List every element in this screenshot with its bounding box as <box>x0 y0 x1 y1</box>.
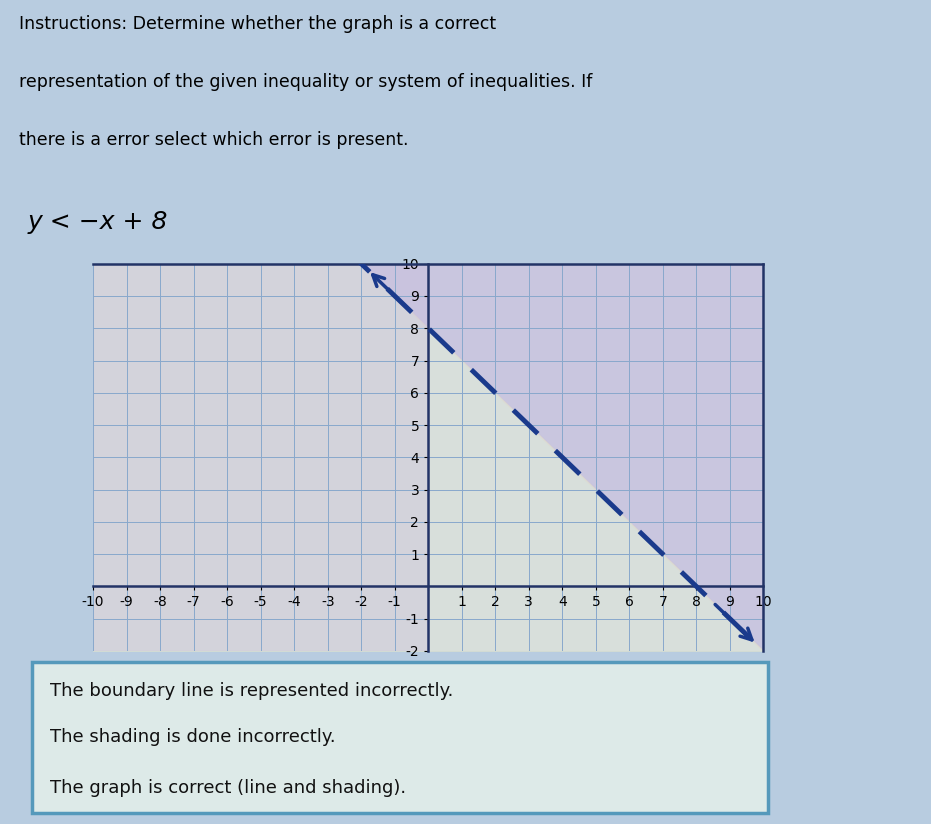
Text: Instructions: Determine whether the graph is a correct: Instructions: Determine whether the grap… <box>19 15 495 32</box>
Bar <box>93 264 428 651</box>
Text: The shading is done incorrectly.: The shading is done incorrectly. <box>50 728 336 747</box>
FancyBboxPatch shape <box>32 662 767 812</box>
Text: representation of the given inequality or system of inequalities. If: representation of the given inequality o… <box>19 73 592 91</box>
Text: The boundary line is represented incorrectly.: The boundary line is represented incorre… <box>50 681 453 700</box>
Text: there is a error select which error is present.: there is a error select which error is p… <box>19 130 408 148</box>
Text: The graph is correct (line and shading).: The graph is correct (line and shading). <box>50 779 407 797</box>
Text: y < −x + 8: y < −x + 8 <box>28 210 169 235</box>
